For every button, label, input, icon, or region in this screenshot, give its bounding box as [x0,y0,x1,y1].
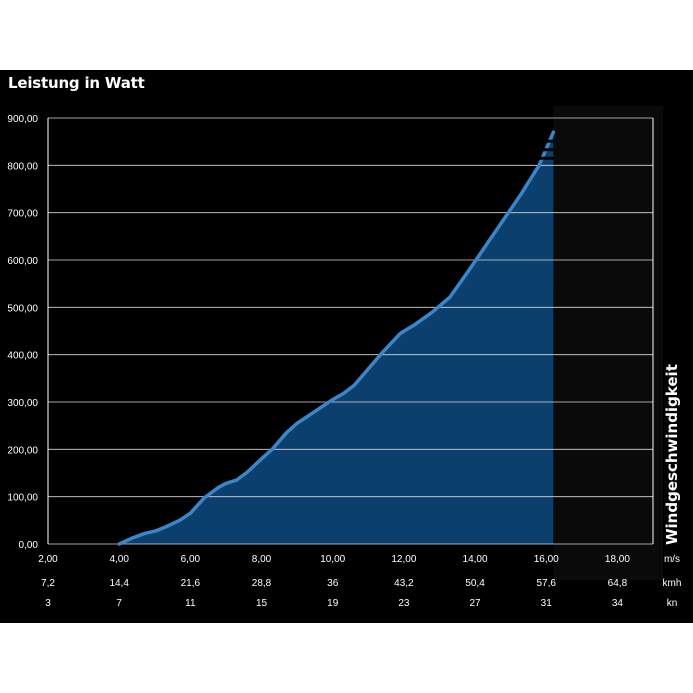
x-tick-label-kmh: 7,2 [41,578,55,589]
x-tick-label-kn: 27 [469,598,481,609]
y-tick-label: 400,00 [7,351,38,362]
x-tick-label-kn: 34 [612,598,624,609]
y-tick-label: 800,00 [7,161,38,172]
power-area-fill [119,132,554,544]
x-tick-label-ms: 12,00 [391,554,416,565]
chart-title: Leistung in Watt [8,74,145,92]
y-tick-label: 200,00 [7,445,38,456]
x-tick-label-ms: 2,00 [38,554,58,565]
x-tick-label-kn: 31 [541,598,553,609]
power-curve-line [117,130,556,546]
x-tick-label-ms: 18,00 [605,554,630,565]
x-tick-label-kmh: 50,4 [465,578,485,589]
x-tick-label-kmh: 43,2 [394,578,414,589]
unit-label-kn: kn [667,598,678,609]
y-tick-label: 600,00 [7,256,38,267]
unit-label-ms: m/s [664,554,680,565]
x-tick-label-kn: 7 [116,598,122,609]
x-tick-label-ms: 14,00 [463,554,488,565]
x-tick-label-kmh: 36 [327,578,339,589]
x-tick-label-ms: 6,00 [181,554,201,565]
unit-label-kmh: kmh [663,578,682,589]
wind-speed-label: Windgeschwindigkeit [663,364,681,545]
y-tick-label: 700,00 [7,209,38,220]
y-tick-label: 900,00 [7,114,38,125]
x-tick-label-kn: 3 [45,598,51,609]
x-tick-label-kmh: 28,8 [252,578,272,589]
x-tick-label-ms: 8,00 [252,554,272,565]
x-tick-label-kn: 19 [327,598,339,609]
x-tick-label-ms: 16,00 [534,554,559,565]
out-of-range-shade [553,106,663,580]
x-tick-label-kn: 11 [185,598,196,609]
x-tick-label-ms: 10,00 [320,554,345,565]
y-tick-label: 300,00 [7,398,38,409]
x-tick-label-kn: 15 [256,598,268,609]
x-tick-label-kmh: 21,6 [181,578,201,589]
x-tick-label-kn: 23 [398,598,410,609]
y-tick-label: 500,00 [7,303,38,314]
y-tick-label: 0,00 [19,540,39,551]
x-tick-label-kmh: 64,8 [608,578,628,589]
x-tick-label-kmh: 14,4 [109,578,129,589]
x-tick-label-ms: 4,00 [109,554,129,565]
x-tick-label-kmh: 57,6 [537,578,557,589]
y-tick-label: 100,00 [7,493,38,504]
